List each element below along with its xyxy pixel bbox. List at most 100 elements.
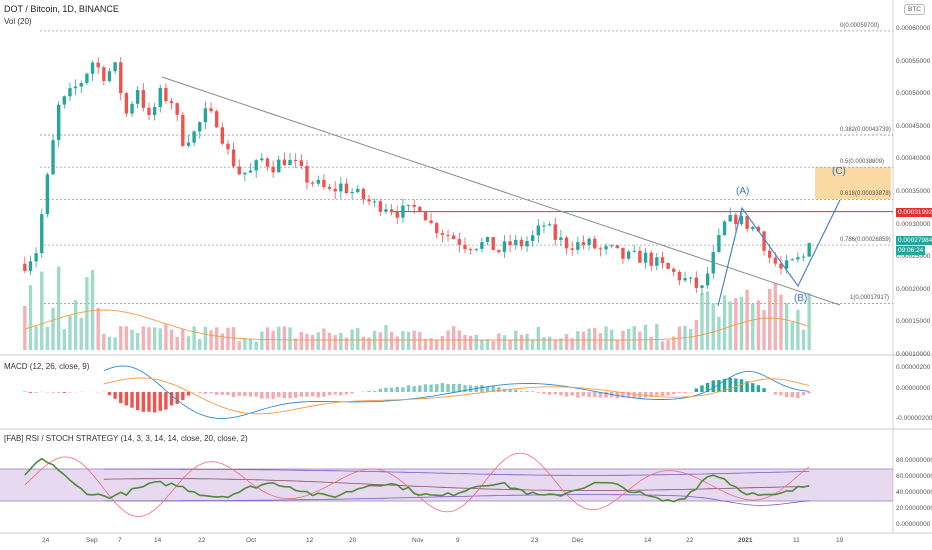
volume-bar [418, 331, 422, 350]
macd-histogram-bar [559, 392, 563, 396]
candle-body [502, 241, 507, 252]
candle-body [801, 256, 806, 258]
candle-body [525, 240, 529, 247]
volume-bar [779, 294, 783, 350]
candle-body [384, 209, 388, 212]
macd-histogram-bar [751, 383, 755, 392]
rsi-tick-label: 20.00000000 [896, 505, 932, 512]
candle-body [175, 103, 179, 115]
macd-histogram-bar [807, 392, 811, 394]
macd-label[interactable]: MACD (12, 26, close, 9) [4, 362, 90, 371]
fib-level-label: 0.618(0.00033878) [840, 191, 891, 198]
candle-body [265, 158, 270, 167]
price-tick-label: 0.00025000 [896, 253, 931, 261]
time-tick-label: 14 [644, 537, 652, 544]
volume-bar [305, 333, 309, 350]
candle-body [130, 103, 134, 114]
volume-bar [502, 335, 507, 350]
macd-histogram-bar [220, 392, 225, 395]
macd-histogram-bar [604, 392, 608, 398]
macd-histogram-bar [316, 392, 320, 398]
volume-bar [525, 333, 529, 350]
macd-histogram-bar [717, 380, 721, 392]
volume-bar [56, 266, 61, 350]
volume-bar [339, 333, 343, 350]
candle-body [237, 166, 241, 175]
macd-histogram-bar [113, 392, 117, 399]
candle-body [277, 159, 281, 173]
macd-histogram-bar [655, 392, 659, 396]
volume-bar [209, 330, 213, 350]
candle-body [395, 212, 399, 218]
candle-body [672, 268, 676, 272]
macd-histogram-bar [186, 392, 191, 396]
candle-body [333, 188, 337, 192]
volume-bar [158, 328, 162, 350]
volume-bar [807, 292, 811, 350]
volume-bar [102, 333, 106, 350]
macd-histogram-bar [435, 384, 439, 392]
macd-histogram-bar [141, 392, 146, 412]
rsi-label[interactable]: [FAB] RSI / STOCH STRATEGY (14, 3, 3, 14… [4, 434, 248, 443]
macd-histogram-bar [198, 392, 202, 394]
macd-histogram-bar [344, 392, 349, 395]
volume-bar [68, 315, 72, 350]
volume-bar [536, 326, 541, 350]
candle-body [164, 87, 168, 102]
macd-histogram-bar [530, 391, 535, 392]
macd-histogram-bar [570, 392, 574, 396]
candle-body [344, 183, 349, 194]
candle-body [40, 214, 44, 254]
candle-body [356, 188, 360, 193]
macd-histogram-bar [796, 392, 800, 399]
candle-body [553, 224, 557, 240]
candle-body [683, 278, 687, 281]
macd-histogram-bar [254, 392, 258, 397]
candle-body [728, 214, 732, 222]
volume-bar [564, 334, 569, 350]
candle-body [56, 104, 61, 141]
symbol-title[interactable]: DOT / Bitcoin, 1D, BINANCE [4, 4, 119, 14]
macd-histogram-bar [790, 392, 794, 398]
volume-bar [401, 331, 405, 350]
volume-indicator-label[interactable]: Vol (20) [4, 17, 32, 26]
candle-body [119, 62, 123, 94]
macd-histogram-bar [468, 385, 473, 392]
volume-bar [593, 327, 597, 350]
volume-bar [344, 337, 349, 350]
volume-bar [530, 340, 535, 350]
candle-body [564, 237, 569, 249]
candle-body [530, 235, 535, 241]
macd-histogram-bar [801, 392, 806, 396]
volume-bar [688, 328, 693, 350]
macd-histogram-bar [457, 383, 462, 392]
candle-body [209, 108, 213, 112]
macd-histogram-bar [423, 384, 428, 392]
volume-bar [51, 307, 55, 350]
macd-histogram-bar [564, 392, 569, 397]
candle-body [440, 233, 445, 235]
volume-bar [372, 330, 377, 350]
macd-histogram-bar [672, 392, 676, 395]
macd-histogram-bar [130, 392, 134, 408]
time-tick-label: 24 [42, 537, 50, 544]
macd-histogram-bar [728, 377, 732, 392]
candle-body [79, 82, 83, 87]
currency-badge[interactable]: BTC [904, 4, 925, 15]
volume-bar [327, 332, 332, 350]
volume-bar [45, 326, 50, 350]
volume-bar [85, 277, 89, 350]
macd-histogram-bar [310, 392, 315, 397]
candle-body [406, 204, 411, 206]
candle-body [23, 263, 27, 271]
volume-bar [288, 327, 292, 350]
volume-bar [423, 339, 428, 350]
candle-body [299, 160, 304, 166]
candle-body [429, 220, 433, 224]
volume-bar [451, 326, 456, 350]
candle-body [649, 252, 653, 266]
candle-body [68, 88, 72, 97]
volume-bar [107, 336, 112, 350]
